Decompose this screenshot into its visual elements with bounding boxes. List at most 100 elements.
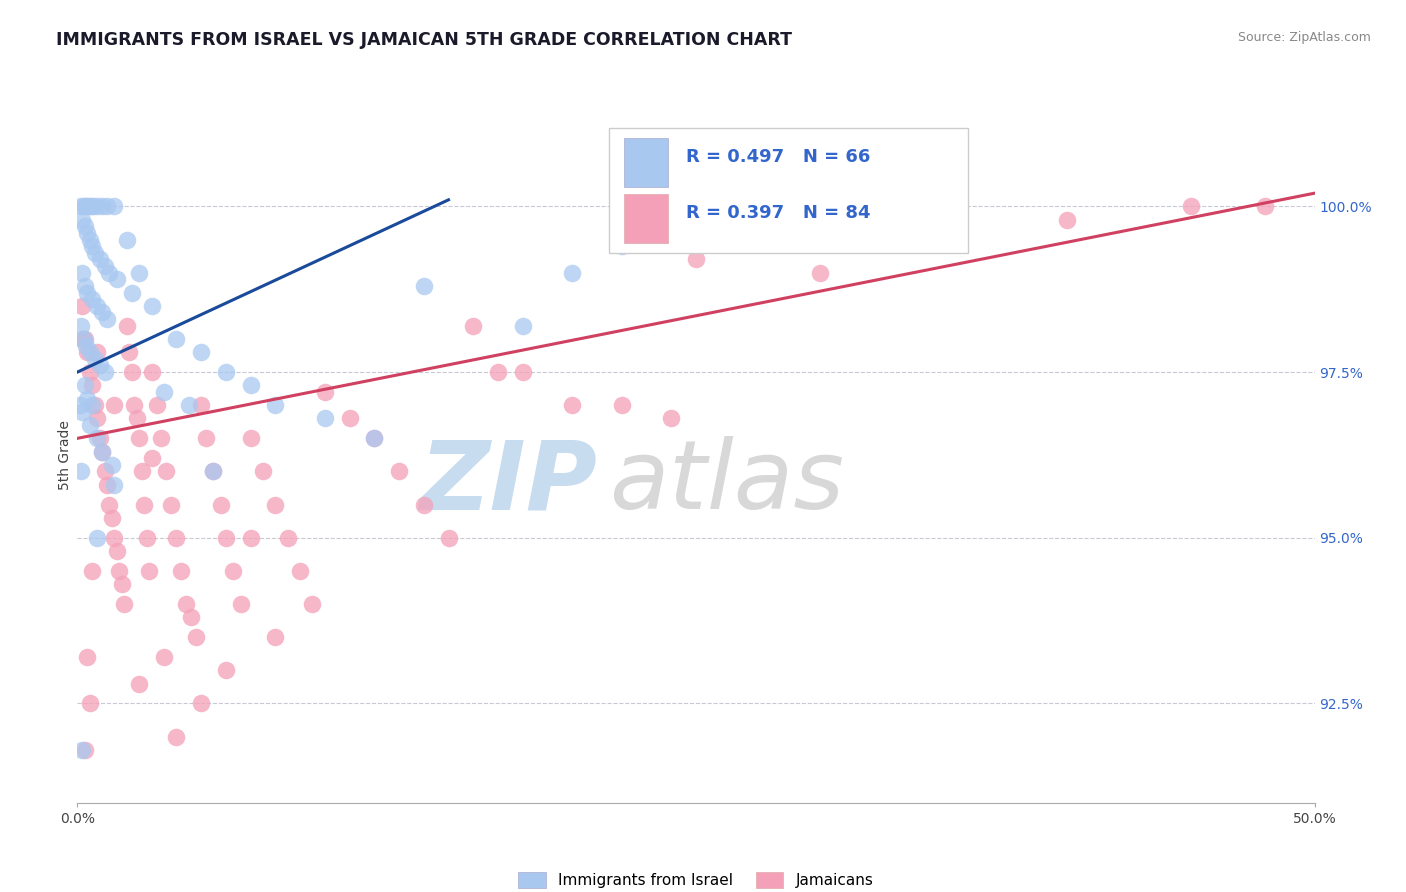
Point — [165, 531, 187, 545]
Point — [239, 531, 262, 545]
Point — [103, 477, 125, 491]
Point — [190, 398, 212, 412]
Point — [363, 431, 385, 445]
Point — [72, 743, 94, 757]
Point — [89, 431, 111, 445]
Point — [96, 312, 118, 326]
Point — [73, 279, 96, 293]
Point — [86, 411, 108, 425]
Text: atlas: atlas — [609, 436, 845, 529]
Point — [202, 465, 225, 479]
Point — [101, 511, 124, 525]
Point — [314, 384, 336, 399]
Point — [252, 465, 274, 479]
Point — [103, 199, 125, 213]
Point — [165, 332, 187, 346]
Point — [209, 498, 232, 512]
Point — [190, 697, 212, 711]
Point — [239, 378, 262, 392]
Point — [659, 411, 682, 425]
Point — [76, 392, 98, 406]
FancyBboxPatch shape — [624, 138, 668, 187]
Point — [77, 199, 100, 213]
Point — [561, 266, 583, 280]
Point — [215, 531, 238, 545]
Point — [170, 564, 193, 578]
Point — [79, 418, 101, 433]
Point — [412, 279, 434, 293]
Point — [363, 431, 385, 445]
Point — [82, 564, 104, 578]
Point — [72, 199, 94, 213]
Point — [610, 398, 633, 412]
Point — [463, 318, 485, 333]
Point — [98, 266, 121, 280]
Point — [73, 332, 96, 346]
Point — [93, 259, 115, 273]
Point — [82, 239, 104, 253]
Point — [184, 630, 207, 644]
Y-axis label: 5th Grade: 5th Grade — [58, 420, 72, 490]
Point — [69, 398, 91, 412]
Point — [75, 199, 97, 213]
Point — [1056, 212, 1078, 227]
Point — [190, 345, 212, 359]
Point — [135, 531, 157, 545]
FancyBboxPatch shape — [609, 128, 969, 253]
Point — [76, 650, 98, 665]
FancyBboxPatch shape — [624, 194, 668, 243]
Point — [91, 305, 114, 319]
Point — [131, 465, 153, 479]
Point — [141, 299, 163, 313]
Point — [153, 384, 176, 399]
Point — [73, 378, 96, 392]
Point — [82, 199, 104, 213]
Point — [79, 233, 101, 247]
Point — [141, 365, 163, 379]
Point — [103, 531, 125, 545]
Point — [89, 252, 111, 267]
Point — [70, 199, 93, 213]
Point — [512, 318, 534, 333]
Point — [103, 398, 125, 412]
Text: IMMIGRANTS FROM ISRAEL VS JAMAICAN 5TH GRADE CORRELATION CHART: IMMIGRANTS FROM ISRAEL VS JAMAICAN 5TH G… — [56, 31, 792, 49]
Point — [134, 498, 156, 512]
Point — [125, 411, 148, 425]
Point — [73, 743, 96, 757]
Text: Source: ZipAtlas.com: Source: ZipAtlas.com — [1237, 31, 1371, 45]
Point — [264, 630, 287, 644]
Point — [165, 730, 187, 744]
Point — [288, 564, 311, 578]
Point — [215, 663, 238, 677]
Point — [128, 431, 150, 445]
Point — [93, 365, 115, 379]
Point — [86, 299, 108, 313]
Point — [122, 398, 145, 412]
Point — [174, 597, 197, 611]
Point — [72, 266, 94, 280]
Point — [105, 544, 128, 558]
Point — [108, 564, 131, 578]
Point — [86, 199, 108, 213]
Point — [70, 465, 93, 479]
Point — [239, 431, 262, 445]
Point — [91, 444, 114, 458]
Point — [121, 285, 143, 300]
Point — [932, 233, 955, 247]
Point — [121, 365, 143, 379]
Point — [86, 431, 108, 445]
Point — [301, 597, 323, 611]
Point — [83, 398, 105, 412]
Text: ZIP: ZIP — [419, 436, 598, 529]
Point — [72, 299, 94, 313]
Point — [808, 266, 831, 280]
Point — [98, 498, 121, 512]
Point — [486, 365, 509, 379]
Point — [412, 498, 434, 512]
Point — [86, 345, 108, 359]
Point — [79, 345, 101, 359]
Point — [72, 405, 94, 419]
Point — [80, 199, 103, 213]
Point — [1180, 199, 1202, 213]
Point — [76, 345, 98, 359]
